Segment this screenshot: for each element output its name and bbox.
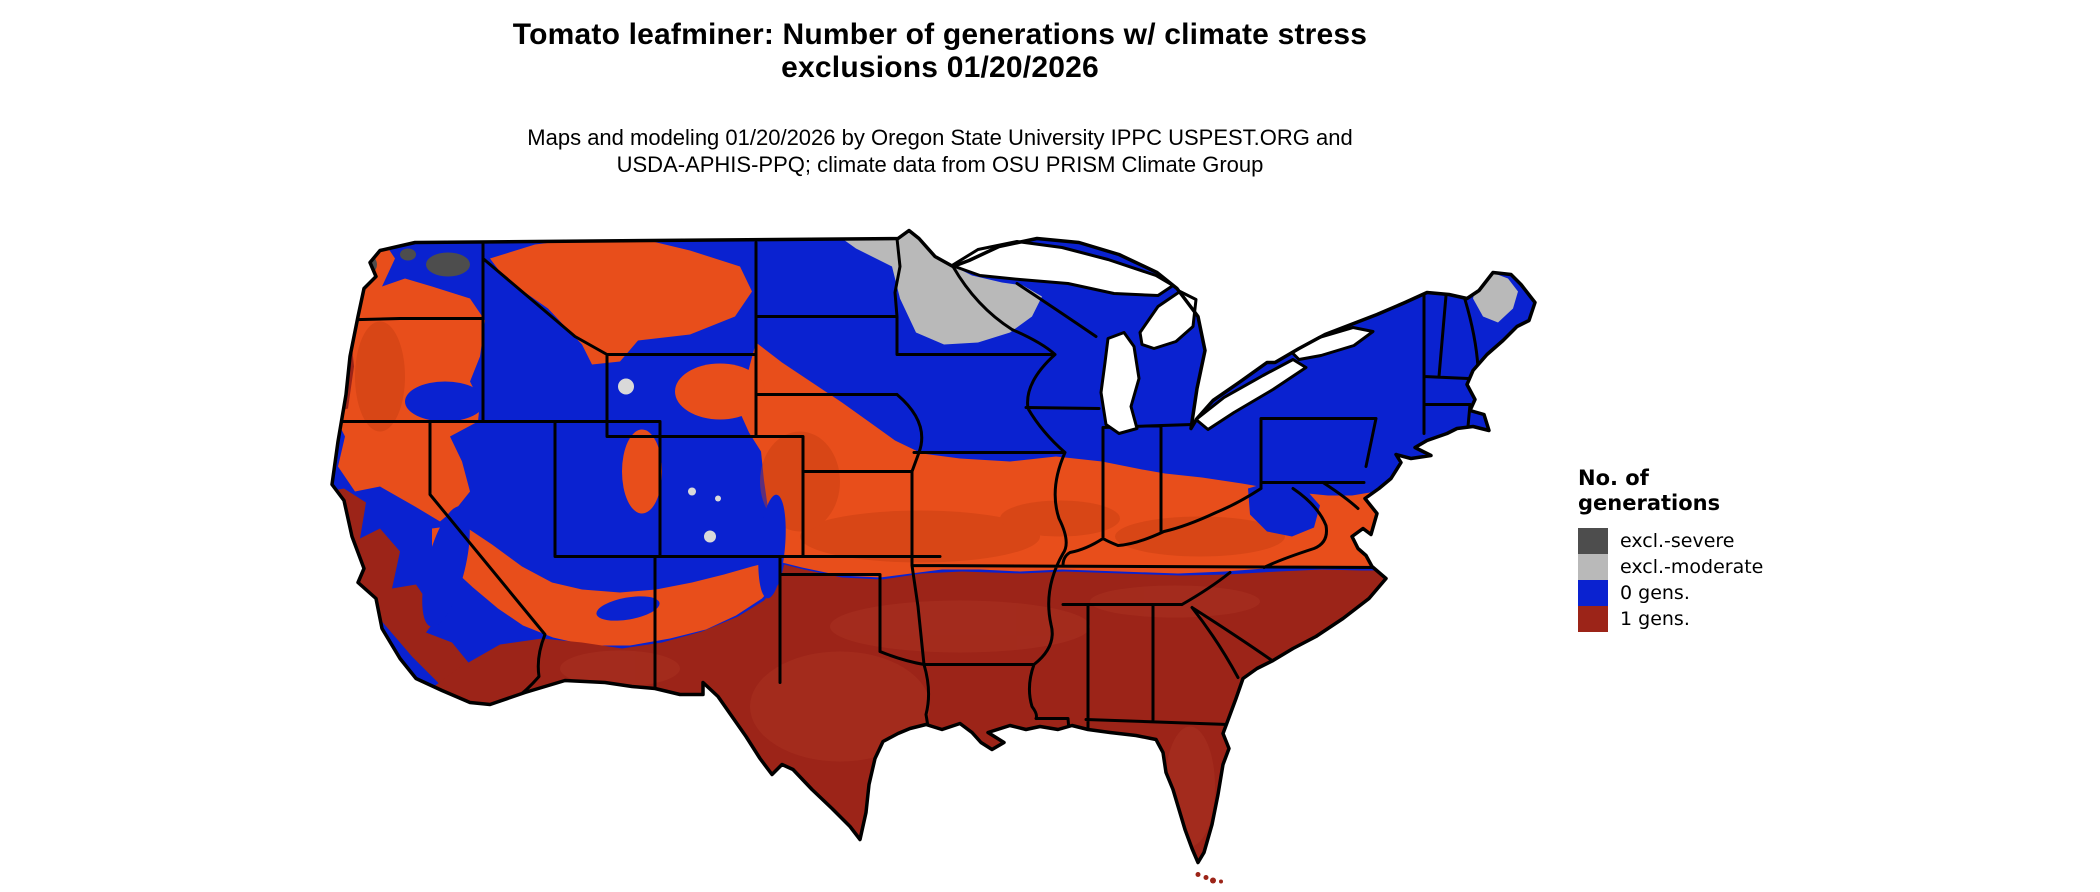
lake-erie	[1194, 358, 1308, 431]
us-generations-map	[320, 214, 1545, 892]
title-line-1: Tomato leafminer: Number of generations …	[512, 18, 1368, 51]
title-line-2: exclusions 01/20/2026	[781, 51, 1099, 84]
subtitle-line-2: USDA-APHIS-PPQ; climate data from OSU PR…	[616, 152, 1264, 177]
us-outline	[330, 228, 1537, 865]
map-legend: No. of generations excl.-severe excl.-mo…	[1578, 466, 1878, 632]
us-map-svg	[330, 228, 1537, 884]
legend-items: excl.-severe excl.-moderate 0 gens. 1 ge…	[1578, 528, 1878, 632]
legend-item-one-gen: 1 gens.	[1578, 606, 1878, 632]
great-lakes	[950, 240, 1375, 435]
legend-label-excl-moderate: excl.-moderate	[1620, 556, 1764, 578]
subtitle: Maps and modeling 01/20/2026 by Oregon S…	[0, 124, 1880, 178]
legend-item-zero-gens: 0 gens.	[1578, 580, 1878, 606]
legend-title: No. of generations	[1578, 466, 1878, 516]
lake-huron	[1138, 290, 1198, 350]
florida-keys	[1195, 872, 1223, 884]
subtitle-line-1: Maps and modeling 01/20/2026 by Oregon S…	[527, 125, 1353, 150]
map-field-transition-texture	[355, 321, 1285, 563]
legend-label-zero-gens: 0 gens.	[1620, 582, 1690, 604]
map-field-one-gen-texture	[560, 585, 1260, 847]
legend-item-excl-severe: excl.-severe	[1578, 528, 1878, 554]
legend-swatch-excl-moderate	[1578, 554, 1608, 580]
map-field-transition	[332, 230, 1415, 646]
lake-michigan	[1099, 331, 1141, 435]
legend-title-line-2: generations	[1578, 491, 1721, 515]
legend-swatch-excl-severe	[1578, 528, 1608, 554]
legend-label-excl-severe: excl.-severe	[1620, 530, 1735, 552]
legend-title-line-1: No. of	[1578, 466, 1649, 490]
legend-swatch-one-gen	[1578, 606, 1608, 632]
legend-item-excl-moderate: excl.-moderate	[1578, 554, 1878, 580]
legend-swatch-zero-gens	[1578, 580, 1608, 606]
page-title: Tomato leafminer: Number of generations …	[0, 18, 1880, 84]
legend-label-one-gen: 1 gens.	[1620, 608, 1690, 630]
state-borders	[332, 237, 1480, 732]
map-snow-specks	[618, 378, 721, 543]
